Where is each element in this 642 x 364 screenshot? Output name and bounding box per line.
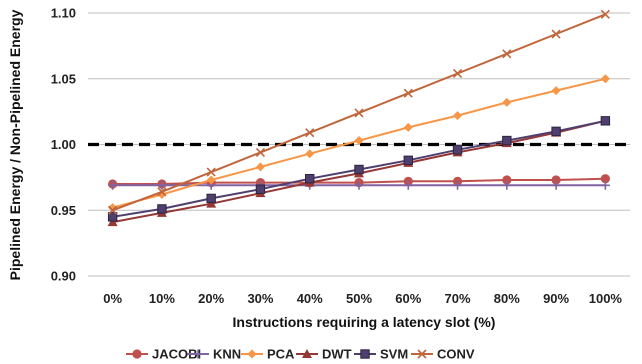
y-tick-label: 0.95 xyxy=(51,203,76,218)
data-point xyxy=(107,217,118,227)
data-point xyxy=(302,349,312,358)
data-point xyxy=(305,149,315,159)
data-point xyxy=(452,145,463,155)
x-tick-label: 10% xyxy=(149,291,175,306)
y-tick-label: 1.00 xyxy=(51,137,76,152)
legend-item-pca: PCA xyxy=(241,347,295,362)
data-point xyxy=(206,198,217,208)
data-point xyxy=(255,162,265,172)
x-tick-label: 60% xyxy=(395,291,421,306)
y-tick-label: 0.90 xyxy=(51,269,76,284)
data-point xyxy=(551,180,561,190)
legend-item-knn: KNN xyxy=(187,347,241,362)
data-point xyxy=(502,49,512,59)
data-point xyxy=(305,173,315,184)
data-point xyxy=(354,164,364,175)
data-point xyxy=(551,175,561,185)
data-point xyxy=(108,180,118,190)
data-point xyxy=(107,212,118,222)
series-svm xyxy=(107,116,611,222)
legend-item-dwt: DWT xyxy=(296,347,352,362)
data-point xyxy=(502,180,512,190)
data-point xyxy=(417,349,427,359)
data-point xyxy=(551,29,561,39)
x-tick-label: 50% xyxy=(346,291,372,306)
data-point xyxy=(600,116,611,126)
series-group xyxy=(107,9,611,227)
data-point xyxy=(157,204,167,214)
data-point xyxy=(502,97,512,107)
data-point xyxy=(206,175,216,185)
y-tick-label: 1.10 xyxy=(51,6,76,21)
data-point xyxy=(247,349,257,359)
data-point xyxy=(108,205,118,215)
x-tick-label: 30% xyxy=(247,291,273,306)
data-point xyxy=(305,128,315,138)
data-point xyxy=(403,122,413,132)
data-point xyxy=(360,349,370,359)
series-conv xyxy=(108,9,610,215)
x-tick-label: 20% xyxy=(198,291,224,306)
data-point xyxy=(403,180,413,190)
x-axis-title: Instructions requiring a latency slot (%… xyxy=(233,314,496,330)
data-point xyxy=(452,68,463,79)
legend-label: PCA xyxy=(267,347,295,362)
legend-label: SVM xyxy=(380,347,408,362)
data-point xyxy=(403,155,413,165)
x-tick-label: 40% xyxy=(297,291,323,306)
data-point xyxy=(206,193,216,204)
x-tick-label: 0% xyxy=(103,291,122,306)
x-axis-ticks: 0% 10% 20% 30% 40% 50% 60% 70% 80% 90% 100% xyxy=(103,291,622,306)
data-point xyxy=(600,9,610,19)
data-point xyxy=(502,135,512,146)
data-point xyxy=(206,167,216,177)
x-tick-label: 70% xyxy=(445,291,471,306)
legend-label: JACOBI xyxy=(152,347,201,362)
y-axis-ticks: 0.90 0.95 1.00 1.05 1.10 xyxy=(51,6,76,284)
data-point xyxy=(132,349,142,359)
data-point xyxy=(354,108,364,118)
data-point xyxy=(600,180,610,190)
data-point xyxy=(600,174,610,184)
legend-label: DWT xyxy=(322,347,352,362)
x-tick-label: 100% xyxy=(589,291,623,306)
data-point xyxy=(551,86,561,96)
legend-item-jacobi: JACOBI xyxy=(126,347,201,362)
data-point xyxy=(551,126,561,137)
data-point xyxy=(403,88,413,98)
data-point xyxy=(255,147,266,157)
data-point xyxy=(453,180,463,190)
data-point xyxy=(255,184,266,194)
data-point xyxy=(453,111,463,121)
y-axis-title: Pipelined Energy / Non-Pipelined Energy xyxy=(7,9,23,280)
x-tick-label: 80% xyxy=(494,291,520,306)
data-point xyxy=(193,349,203,359)
data-point xyxy=(354,136,364,146)
legend: JACOBI KNN PCA DWT SVM CONV xyxy=(126,347,475,362)
legend-item-conv: CONV xyxy=(411,347,475,362)
y-tick-label: 1.05 xyxy=(51,71,76,86)
data-point xyxy=(354,180,364,190)
data-point xyxy=(600,74,610,84)
legend-label: CONV xyxy=(437,347,475,362)
legend-label: KNN xyxy=(213,347,241,362)
data-point xyxy=(502,175,512,185)
data-point xyxy=(157,180,167,190)
x-tick-label: 90% xyxy=(543,291,569,306)
data-point xyxy=(157,187,167,197)
legend-item-svm: SVM xyxy=(354,347,408,362)
